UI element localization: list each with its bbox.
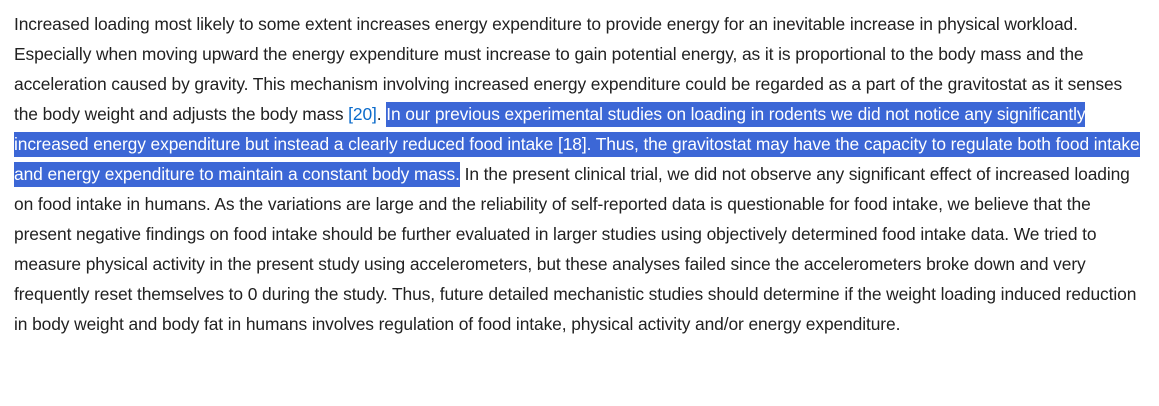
citation-ref-18: [18] (557, 134, 587, 154)
selected-text-part: In our previous experimental studies on … (14, 104, 1086, 154)
selected-text-part: . Thus, the gravitostat may have the cap… (14, 134, 1140, 184)
citation-link-20[interactable]: [20] (348, 104, 377, 124)
paragraph-text: In the present clinical trial, we did no… (14, 164, 1137, 334)
article-paragraph: Increased loading most likely to some ex… (14, 9, 1144, 339)
paragraph-text: . (376, 104, 387, 124)
paragraph-text: Increased loading most likely to some ex… (14, 14, 1123, 124)
